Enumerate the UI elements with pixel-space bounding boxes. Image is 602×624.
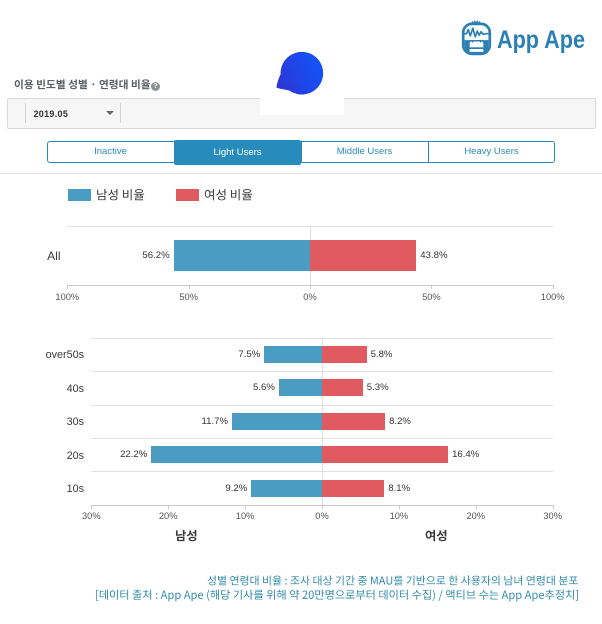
svg-text:App Ape: App Ape bbox=[497, 27, 585, 54]
